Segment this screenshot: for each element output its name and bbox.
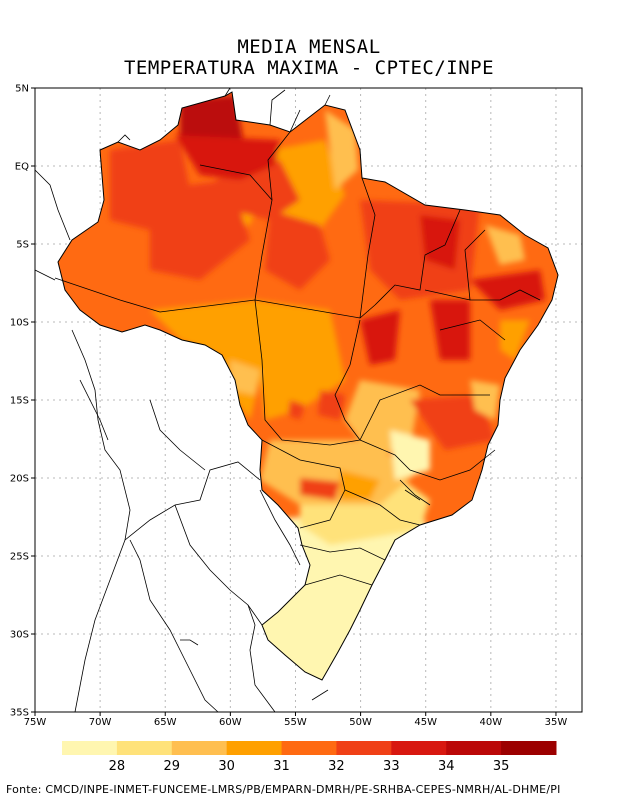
y-tick-label: 30S (10, 630, 29, 641)
axis-ticks (31, 87, 557, 716)
legend-label: 28 (109, 759, 126, 774)
x-tick-label: 40W (480, 717, 503, 728)
legend-swatch (391, 741, 447, 755)
x-tick-label: 60W (219, 717, 242, 728)
legend-label: 35 (493, 759, 510, 774)
y-tick-label: 5N (15, 84, 29, 95)
map-title-line1: MEDIA MENSAL (237, 36, 381, 58)
x-axis-labels: 75W 70W 65W 60W 55W 50W 45W 40W 35W (24, 717, 568, 728)
legend-swatch (501, 741, 557, 755)
legend-label: 34 (438, 759, 455, 774)
y-tick-label: 35S (10, 708, 29, 719)
legend-label: 33 (383, 759, 400, 774)
legend-swatch (171, 741, 228, 755)
x-tick-label: 50W (349, 717, 372, 728)
state-borders (54, 131, 541, 586)
legend-label: 30 (218, 759, 235, 774)
legend-swatch (281, 741, 337, 755)
source-credit: Fonte: CMCD/INPE-INMET-FUNCEME-LMRS/PB/E… (6, 783, 561, 796)
y-tick-label: EQ (15, 162, 29, 173)
x-tick-label: 55W (284, 717, 307, 728)
legend-swatch (226, 741, 283, 755)
brazil-outline (57, 91, 559, 681)
x-tick-label: 65W (154, 717, 177, 728)
neighbor-borders (34, 169, 329, 713)
legend-swatch (336, 741, 392, 755)
x-tick-label: 70W (89, 717, 112, 728)
guiana-borders (117, 87, 331, 143)
x-tick-label: 75W (24, 717, 47, 728)
y-tick-label: 15S (10, 396, 29, 407)
legend-swatch (446, 741, 502, 755)
temperature-map: 75W 70W 65W 60W 55W 50W 45W 40W 35W 5N EQ 5S 10S 15S… (10, 84, 583, 728)
map-title-line2: TEMPERATURA MAXIMA - CPTEC/INPE (123, 57, 495, 79)
legend-label: 31 (273, 759, 290, 774)
y-tick-label: 10S (10, 318, 29, 329)
legend-label: 29 (164, 759, 181, 774)
y-tick-label: 5S (16, 240, 29, 251)
y-axis-labels: 5N EQ 5S 10S 15S 20S 25S 30S 35S (10, 84, 29, 719)
y-tick-label: 20S (10, 474, 29, 485)
legend-swatch (62, 741, 118, 755)
legend-label: 32 (328, 759, 345, 774)
x-tick-label: 35W (545, 717, 568, 728)
y-tick-label: 25S (10, 552, 29, 563)
legend-swatch (116, 741, 173, 755)
x-tick-label: 45W (414, 717, 437, 728)
